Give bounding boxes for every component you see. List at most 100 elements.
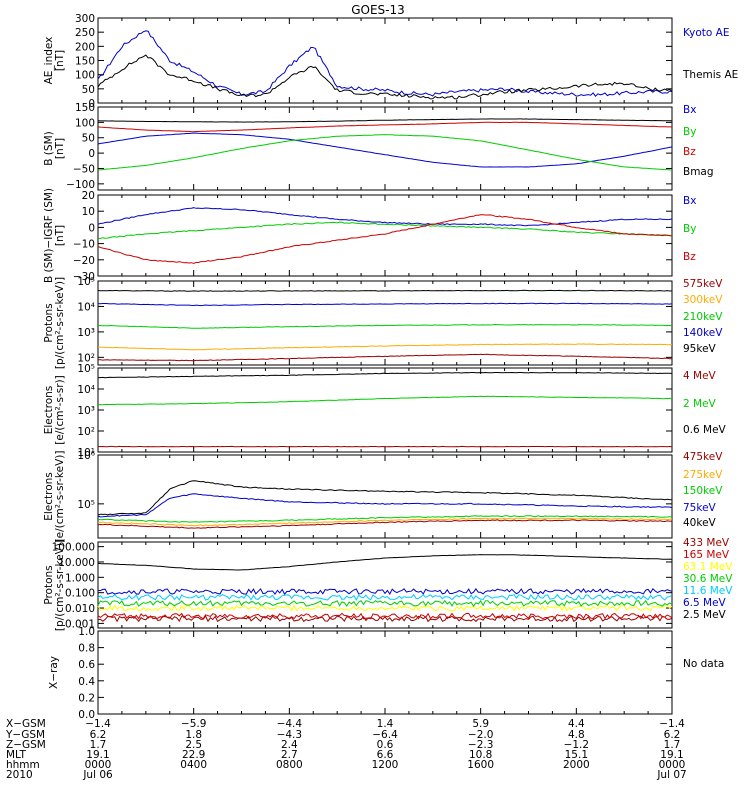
- legend-label: 275keV: [683, 469, 723, 481]
- y-tick-label: 150: [75, 56, 95, 68]
- y-tick-label: 250: [75, 27, 95, 39]
- legend-label: 95keV: [683, 343, 717, 355]
- series-line-bx: [97, 132, 673, 168]
- y-tick-label: 10: [82, 206, 95, 218]
- y-tick-label: 50: [82, 133, 95, 145]
- legend-label: Bx: [683, 195, 696, 207]
- series-line-30.6-mev: [97, 599, 673, 608]
- axis-column-value: 6.6: [377, 749, 394, 761]
- panel-frame: [97, 367, 673, 453]
- y-tick-label: 0.0: [78, 709, 95, 721]
- panel-frame: [97, 194, 673, 277]
- series-line-kyoto-ae: [97, 30, 673, 97]
- y-tick-label: 10¹: [77, 447, 95, 459]
- y-tick-label: −30: [73, 271, 95, 283]
- y-axis-label: [p/(cm²-s-sr-keV)]: [54, 539, 66, 631]
- plot-title: GOES-13: [351, 3, 405, 17]
- legend-label: Bz: [683, 146, 696, 158]
- axis-column-value: 1.7: [90, 739, 107, 751]
- axis-column-value: 0000: [85, 759, 112, 771]
- axis-column-value: −4.3: [277, 729, 303, 741]
- y-axis-label: Electrons: [43, 386, 55, 435]
- axis-column-value: 19.1: [86, 749, 109, 761]
- y-tick-label: 100: [75, 70, 95, 82]
- legend-label: Bz: [683, 251, 696, 263]
- panel-7: 0.001 0.010 0.100 1.000 10.000 100.000 Protons…: [43, 537, 733, 631]
- legend-label: 300keV: [683, 294, 723, 306]
- axis-column-value: 1200: [372, 759, 399, 771]
- axis-column-value: 6.2: [90, 729, 107, 741]
- y-tick-label: −20: [73, 255, 95, 267]
- y-tick-label: 10²: [77, 352, 95, 364]
- axis-column-value: 10.8: [469, 749, 492, 761]
- series-line-bx: [97, 207, 673, 227]
- y-axis-label: AE_index: [43, 37, 55, 85]
- series-line-bz: [97, 121, 672, 133]
- y-tick-label: 10⁵: [77, 363, 95, 375]
- axis-column-value: 1.4: [377, 718, 394, 730]
- y-tick-label: 10⁵: [77, 276, 95, 288]
- legend-label: 30.6 MeV: [683, 573, 733, 585]
- series-line-40kev: [97, 480, 673, 516]
- legend-label: 150keV: [683, 485, 723, 497]
- y-axis-label: [nT]: [54, 138, 66, 159]
- legend-label: 75keV: [683, 502, 717, 514]
- y-tick-label: 10⁴: [77, 301, 95, 313]
- legend-label: 210keV: [683, 311, 723, 323]
- y-axis-label: [nT]: [54, 50, 66, 71]
- y-tick-label: 50: [82, 84, 95, 96]
- y-tick-label: 150: [75, 102, 95, 114]
- legend-label: 40keV: [683, 517, 717, 529]
- axis-column-value: 1.7: [664, 739, 681, 751]
- axis-column-value: 19.1: [660, 749, 683, 761]
- y-tick-label: 10⁶: [77, 450, 95, 462]
- panel-3: −30 −20 −10 0 10 20 B (SM)−IGRF (SM) [nT] Bx By Bz: [43, 188, 696, 283]
- y-axis-label: Protons: [43, 565, 55, 604]
- legend-label: Bx: [683, 104, 696, 116]
- legend-label: 6.5 MeV: [683, 597, 727, 609]
- series-line-63.1-mev: [97, 604, 673, 612]
- y-tick-label: 10⁵: [77, 499, 95, 511]
- axis-column-value: 0.6: [377, 739, 394, 751]
- axis-row-label: Y−GSM: [5, 729, 45, 741]
- series-line-475kev: [97, 519, 673, 529]
- axis-column-value: 5.9: [472, 718, 489, 730]
- panel-1: 0 50 100 150 200 250 300 AE_index [nT] Kyoto AE Th…: [43, 13, 738, 110]
- panel-frame: [97, 17, 673, 104]
- panel-5: 10¹ 10² 10³ 10⁴ 10⁵ Electrons [e/(cm²-s-sr)] 4 …: [43, 363, 727, 459]
- y-tick-label: 0: [88, 98, 95, 110]
- y-tick-label: 0.2: [78, 692, 95, 704]
- y-tick-label: 100.000: [52, 542, 95, 554]
- y-tick-label: 200: [75, 41, 95, 53]
- series-line-11.6-mev: [97, 593, 673, 601]
- panel-4: 10² 10³ 10⁴ 10⁵ Protons [p/(cm²-s-sr-keV)] 575…: [43, 276, 723, 369]
- axis-column-value: −1.4: [659, 718, 685, 730]
- y-tick-label: 1.0: [78, 626, 95, 638]
- series-line-95kev: [97, 289, 673, 292]
- legend-label: By: [683, 223, 696, 235]
- axis-column-value: −5.9: [181, 718, 207, 730]
- series-line-bz: [97, 214, 673, 264]
- series-line-140kev: [97, 302, 673, 307]
- series-line-150kev: [97, 515, 673, 523]
- axis-column-value: 2.4: [281, 739, 298, 751]
- legend-label: 11.6 MeV: [683, 585, 733, 597]
- bottom-axis-table: X−GSMY−GSMZ−GSMMLThhmm2010−1.46.21.719.1…: [5, 718, 687, 781]
- panel-frame: [97, 630, 673, 715]
- y-axis-label: B (SM): [43, 131, 55, 165]
- series-line-275kev: [97, 517, 673, 527]
- series-line-575kev: [97, 353, 672, 362]
- y-tick-label: 10⁴: [77, 384, 95, 396]
- legend-label: 2.5 MeV: [683, 609, 727, 621]
- series-line-300kev: [97, 343, 673, 351]
- legend-label: 140keV: [683, 327, 723, 339]
- legend-label: 575keV: [683, 278, 723, 290]
- series-line-by: [97, 221, 673, 240]
- axis-column-value: 4.8: [568, 729, 585, 741]
- y-tick-label: 0.4: [78, 676, 95, 688]
- y-tick-label: −10: [73, 239, 95, 251]
- axis-column-value: −6.4: [372, 729, 398, 741]
- axis-column-value: 0000: [659, 759, 686, 771]
- no-data-label: No data: [683, 658, 724, 670]
